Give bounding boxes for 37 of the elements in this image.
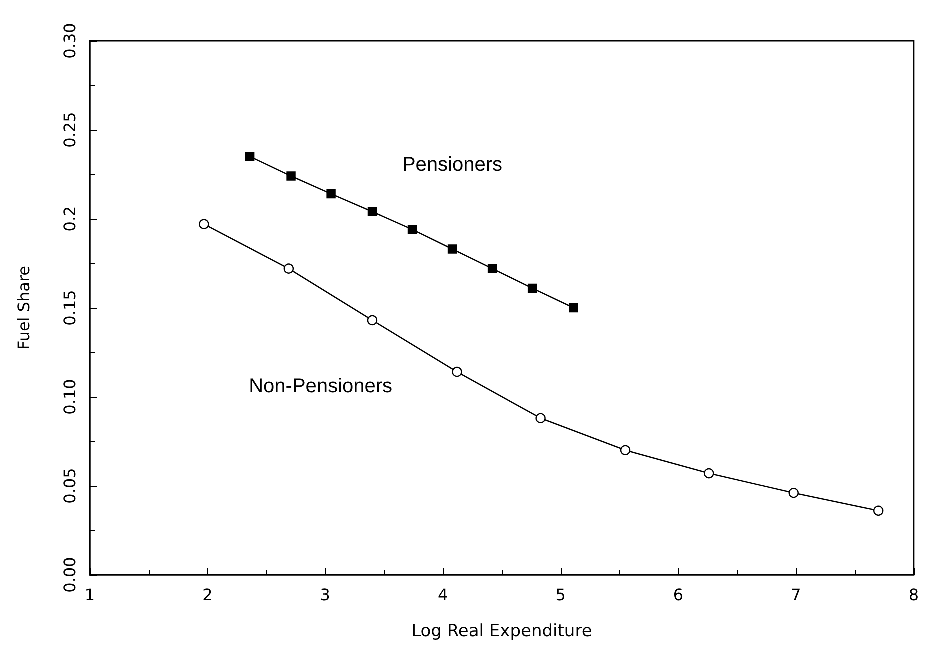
x-axis-title: Log Real Expenditure <box>412 622 592 642</box>
point <box>326 189 336 199</box>
y-tick-label: 0.05 <box>60 468 80 504</box>
x-tick-label: 2 <box>202 586 213 604</box>
point <box>368 207 378 216</box>
y-axis-title: Fuel Share <box>14 266 34 350</box>
x-tick-label: 1 <box>84 586 96 604</box>
y-tick-label: 0.15 <box>60 290 80 326</box>
y-tick-label: 0.00 <box>60 557 80 593</box>
x-tick-label: 6 <box>673 586 684 604</box>
point <box>408 225 418 234</box>
point <box>536 413 546 424</box>
point <box>488 264 498 274</box>
x-tick-label: 4 <box>438 586 448 604</box>
point <box>874 506 884 516</box>
text: Pensioners <box>402 154 503 176</box>
series-label: Non-Pensioners <box>249 375 393 398</box>
point <box>199 219 210 230</box>
x-tick-label: 5 <box>556 586 566 604</box>
point <box>448 244 458 254</box>
point <box>569 303 578 313</box>
x-tick-label: 7 <box>791 586 802 604</box>
point <box>452 366 462 378</box>
point <box>788 488 799 498</box>
y-tick-label: 0.10 <box>60 379 80 415</box>
y-tick-label: 0.2 <box>60 206 80 232</box>
point <box>704 468 714 479</box>
y-tick-label: 0.30 <box>60 23 80 59</box>
point <box>367 315 378 326</box>
point <box>284 264 294 274</box>
x-tick-label: 8 <box>908 586 920 604</box>
y-tick-label: 0.25 <box>60 112 80 148</box>
x-tick-label: 3 <box>320 586 330 604</box>
point <box>286 172 296 181</box>
point <box>620 445 631 456</box>
point <box>245 152 255 162</box>
point <box>528 284 538 294</box>
